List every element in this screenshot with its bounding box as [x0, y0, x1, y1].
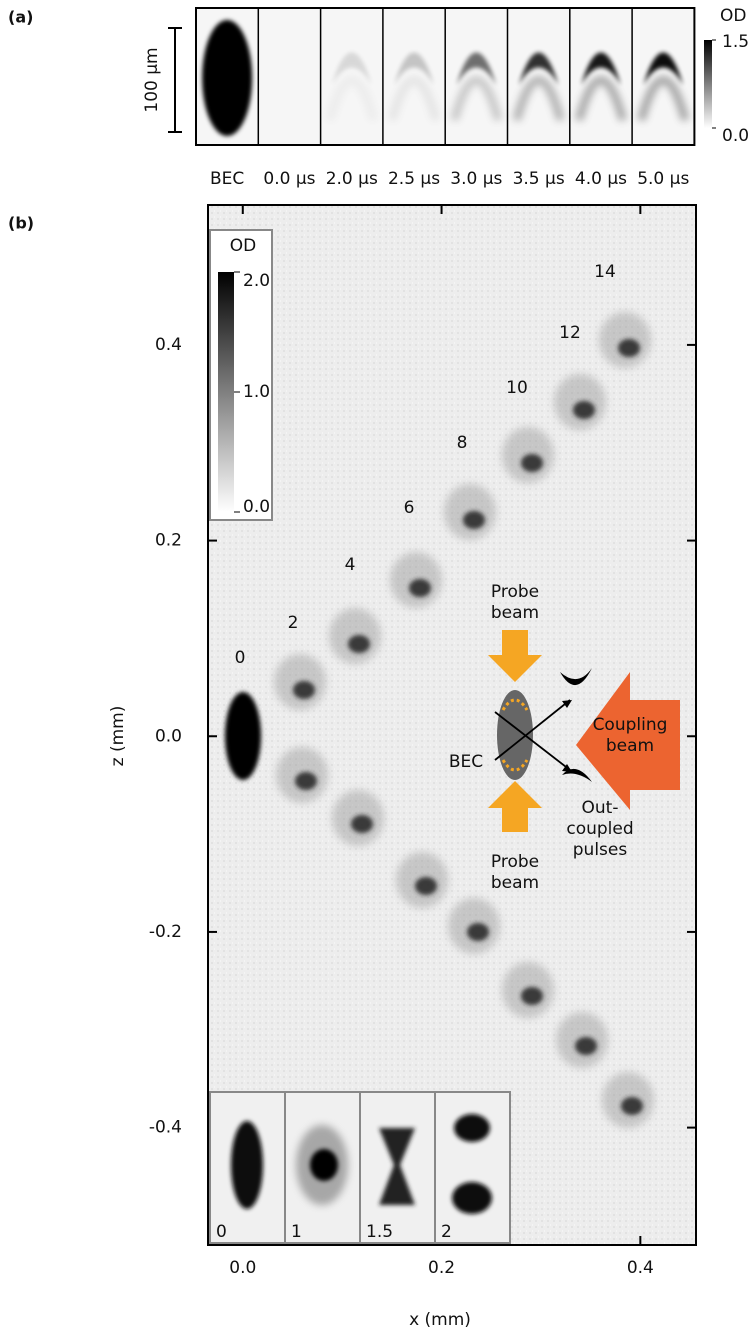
- inset-image: [452, 1182, 492, 1214]
- pulse-core: [348, 635, 370, 653]
- schematic-label: Probe: [491, 852, 539, 872]
- pulse-label: 2: [288, 613, 299, 633]
- pulse-label: 4: [345, 555, 356, 575]
- crescent: [560, 668, 592, 686]
- pulse-image: [643, 52, 684, 85]
- schematic-label: coupled: [566, 819, 633, 839]
- colorbar: [704, 40, 712, 128]
- scale-bar: [168, 27, 182, 133]
- plot-frame: [207, 204, 697, 1246]
- schematic-label: pulses: [573, 840, 628, 860]
- pulse-image: [394, 52, 435, 85]
- inset-image: [231, 1121, 263, 1209]
- x-tick-label: 0.0: [229, 1258, 256, 1278]
- pulse-label: 0: [235, 648, 246, 668]
- pulse-label: 12: [559, 323, 581, 343]
- frame-label: 3.0 μs: [450, 169, 502, 189]
- inset-image: [454, 1114, 490, 1142]
- pulse-core: [463, 511, 485, 529]
- pulse-core: [621, 1097, 643, 1115]
- pulse-image: [331, 52, 372, 85]
- panel-a: BEC 0.0 μs 2.0 μs 2.5 μs 3.0 μs 3.5 μs 4.0 μs 5…: [142, 6, 749, 189]
- y-axis-label: z (mm): [108, 706, 128, 767]
- schematic-label: beam: [491, 603, 539, 623]
- y-tick-label: -0.4: [149, 1118, 182, 1138]
- frame-label: 5.0 μs: [637, 169, 689, 189]
- pulse-label: 14: [594, 262, 616, 282]
- colorbar-tick-label: 1.0: [243, 382, 270, 402]
- inset-label: 0: [216, 1222, 227, 1242]
- coupling-arrow: [576, 672, 680, 810]
- pulse-tail: [512, 76, 565, 122]
- schematic-label: Probe: [491, 582, 539, 602]
- x-axis-label: x (mm): [409, 1310, 471, 1330]
- colorbar-title: OD: [720, 6, 746, 26]
- schematic-label: beam: [491, 873, 539, 893]
- pulse-label: 8: [457, 433, 468, 453]
- frame-label: BEC: [210, 169, 244, 189]
- frame-label: 2.0 μs: [326, 169, 378, 189]
- colorbar-tick-label: 0.0: [722, 126, 749, 146]
- y-tick-label: 0.2: [155, 531, 182, 551]
- bec-schematic: [497, 690, 533, 780]
- pulse-label: 6: [404, 498, 415, 518]
- pulse-tail: [388, 76, 440, 122]
- pulse-core: [573, 401, 595, 419]
- inset-image: [379, 1128, 415, 1205]
- pulse-tail: [450, 76, 503, 122]
- pulse-label: 10: [506, 378, 528, 398]
- colorbar-title: OD: [230, 236, 256, 256]
- frame-label: 2.5 μs: [388, 169, 440, 189]
- pulse-tail: [637, 76, 690, 122]
- schematic-label: Coupling: [593, 715, 668, 735]
- panel-label: (a): [8, 8, 33, 27]
- colorbar-tick-label: 0.0: [243, 497, 270, 517]
- y-tick-label: -0.2: [149, 922, 182, 942]
- colorbar-tick-label: 2.0: [243, 271, 270, 291]
- probe-arrow: [488, 781, 542, 832]
- probe-arrow: [488, 630, 542, 682]
- y-tick-label: 0.0: [155, 726, 182, 746]
- arrows: [494, 699, 571, 771]
- colorbar: [218, 272, 234, 512]
- inset-label: 1.5: [366, 1222, 393, 1242]
- bec-image: [202, 20, 253, 136]
- pulse-image: [518, 52, 559, 85]
- schematic-label: beam: [606, 736, 654, 756]
- inset-label: 1: [291, 1222, 302, 1242]
- pulse-core: [415, 877, 437, 895]
- x-tick-label: 0.2: [428, 1258, 455, 1278]
- scale-bar-label: 100 μm: [142, 47, 162, 112]
- pulse-core: [467, 923, 489, 941]
- crescent: [562, 768, 592, 782]
- pulse-core: [351, 815, 373, 833]
- frame-label: 3.5 μs: [513, 169, 565, 189]
- pulse-tail: [575, 76, 627, 122]
- frame-label: 4.0 μs: [575, 169, 627, 189]
- pulse-core: [521, 987, 543, 1005]
- pulse-image: [456, 52, 497, 85]
- inset-label: 2: [441, 1222, 452, 1242]
- x-tick-label: 0.4: [627, 1258, 654, 1278]
- pulse-core: [618, 339, 640, 357]
- pulse-core: [295, 772, 317, 790]
- y-tick-label: 0.4: [155, 335, 182, 355]
- schematic-label: BEC: [449, 752, 483, 772]
- frame-label: 0.0 μs: [263, 169, 315, 189]
- panel-label: (b): [8, 214, 34, 233]
- pulse-core: [521, 454, 543, 472]
- colorbar-tick-label: 1.5: [722, 32, 749, 52]
- schematic-label: Out-: [582, 798, 619, 818]
- pulse-tail: [325, 76, 378, 122]
- pulse-core: [575, 1037, 597, 1055]
- inset-image: [310, 1149, 338, 1181]
- pulse-core: [293, 681, 315, 699]
- bec-image: [225, 692, 261, 780]
- pulse-core: [409, 579, 431, 597]
- pulse-image: [580, 52, 621, 85]
